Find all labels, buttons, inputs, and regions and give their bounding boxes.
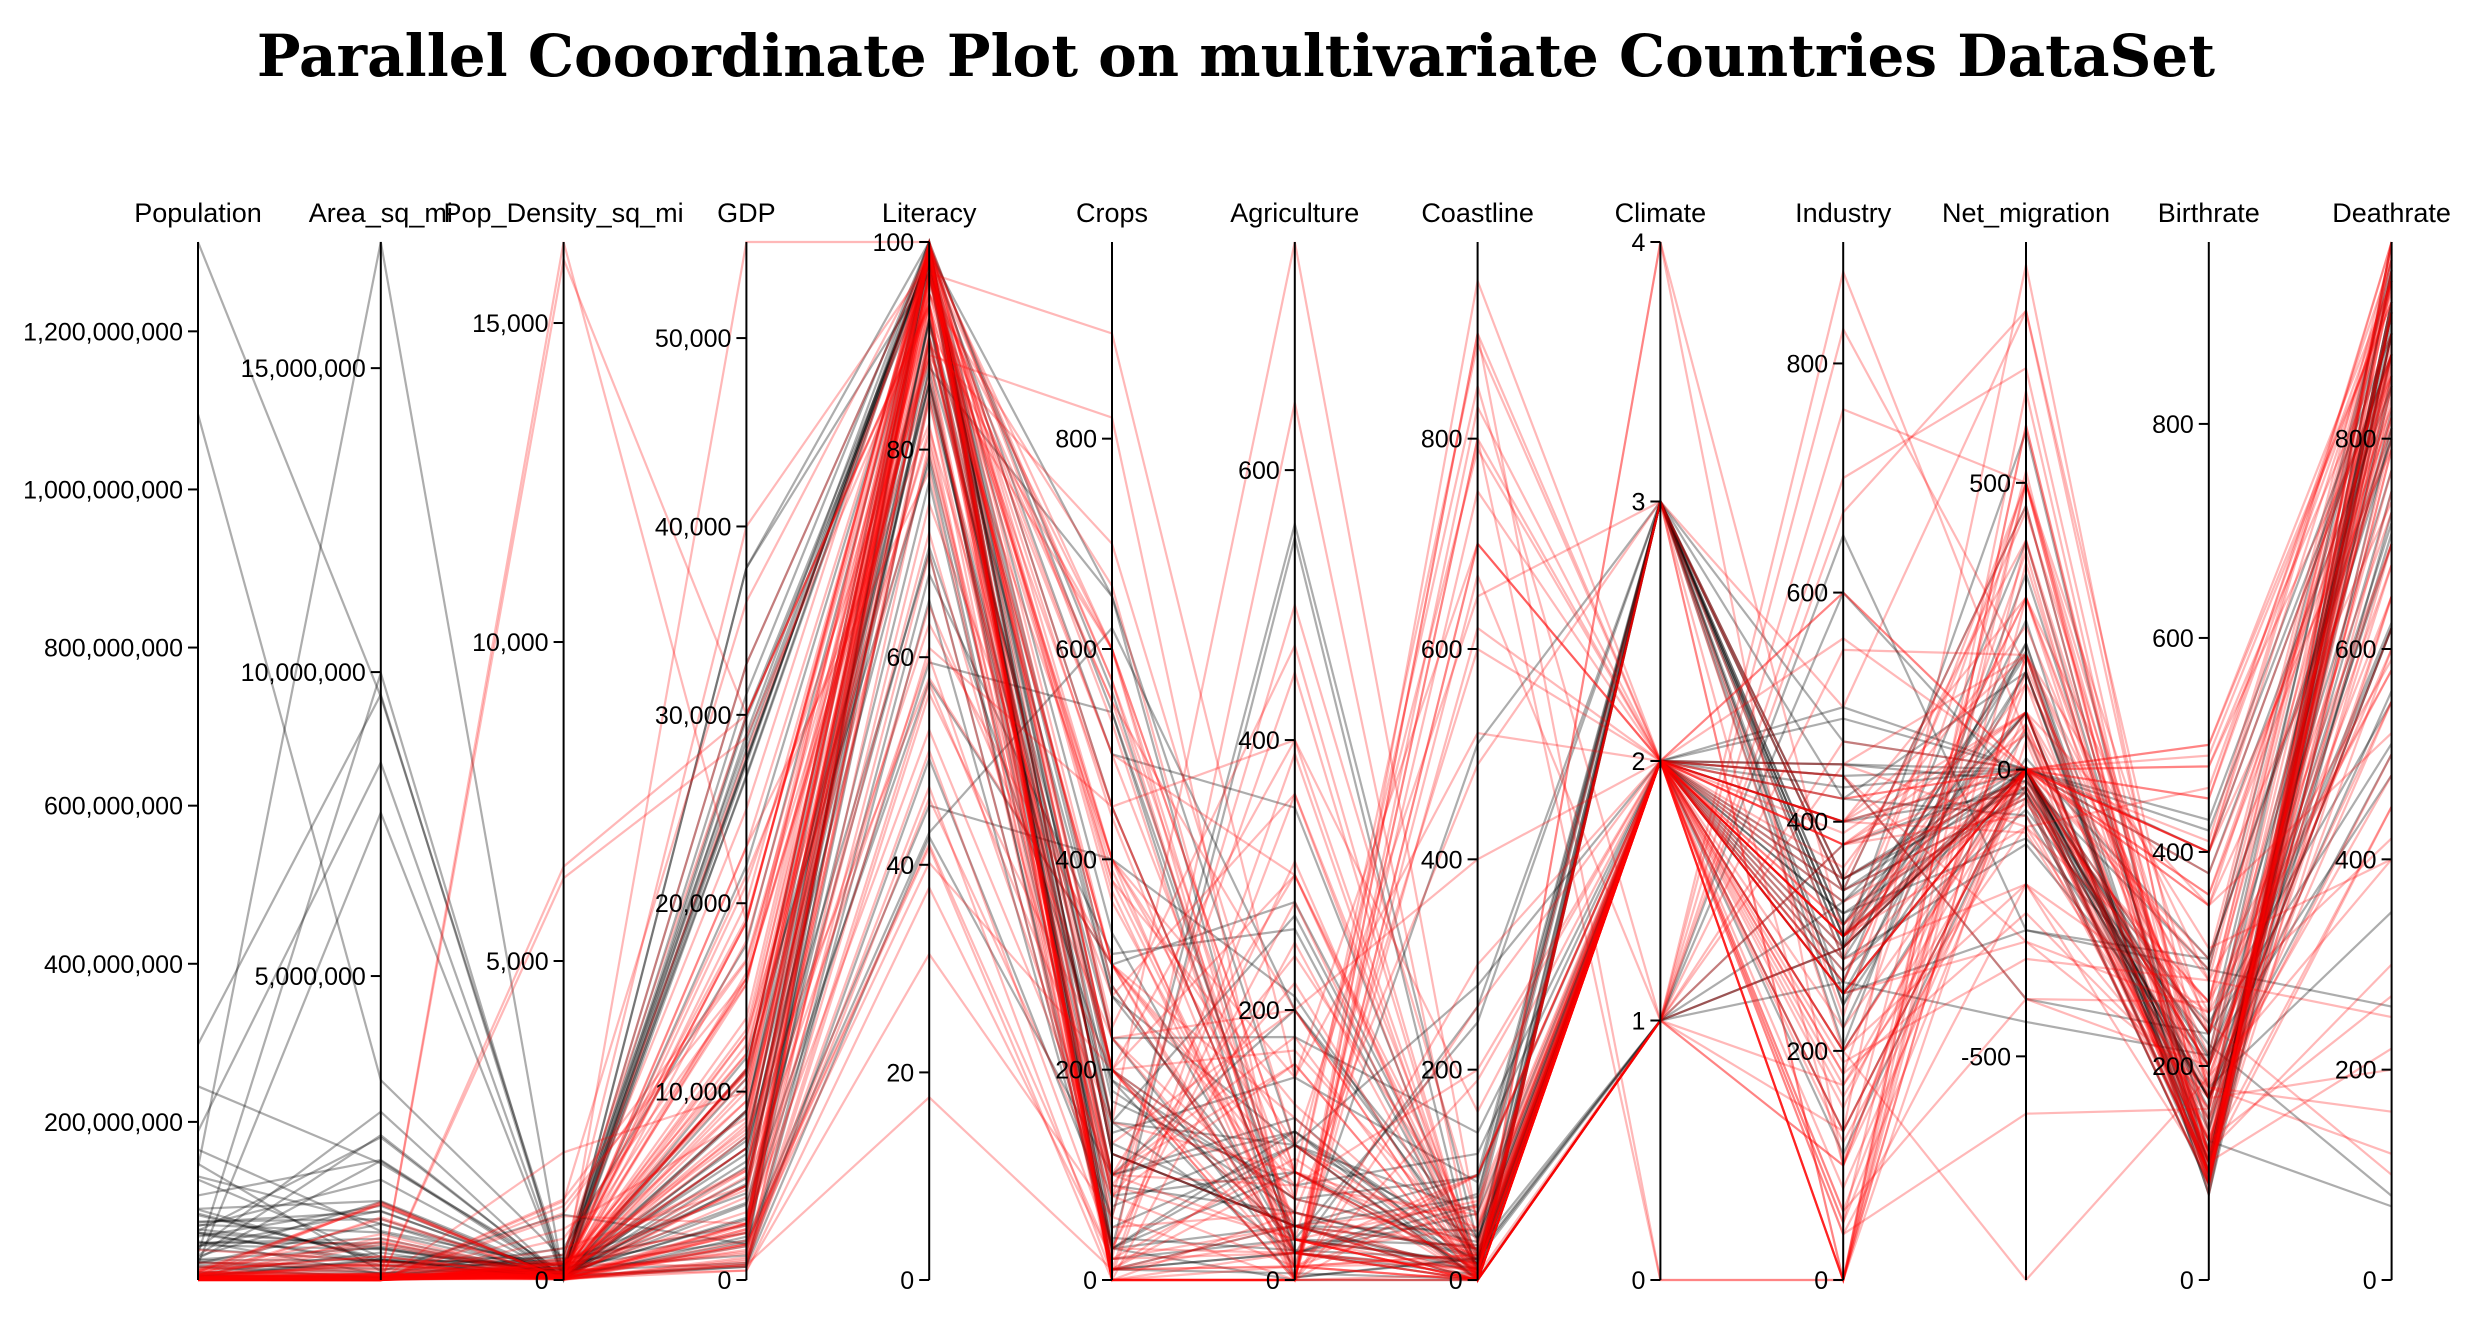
- tick-label: 3: [1631, 489, 1645, 517]
- tick-label: 800: [2152, 411, 2194, 439]
- tick-label: 0: [1083, 1267, 1097, 1295]
- tick-label: 0: [1814, 1267, 1828, 1295]
- axis-label: Coastline: [1421, 198, 1534, 228]
- tick-label: 5,000,000: [255, 963, 366, 991]
- axis-label: Area_sq_mi: [309, 198, 453, 228]
- tick-label: 15,000,000: [241, 355, 366, 383]
- tick-label: 400: [2152, 839, 2194, 867]
- tick-label: 0: [2363, 1267, 2377, 1295]
- axis-label: Net_migration: [1942, 198, 2110, 228]
- axis-industry: 0 200 400 600 800 Industry: [1786, 198, 1891, 1295]
- axis-popdens: 0 5,000 10,000 15,000 Pop_Density_sq_mi: [444, 198, 684, 1295]
- tick-label: 0: [717, 1267, 731, 1295]
- tick-label: -500: [1961, 1043, 2011, 1071]
- tick-label: 800,000,000: [44, 635, 183, 663]
- tick-label: 0: [1997, 757, 2011, 785]
- tick-label: 50,000: [655, 325, 731, 353]
- axis-label: Crops: [1076, 198, 1148, 228]
- tick-label: 800: [1786, 350, 1828, 378]
- axis-label: Literacy: [882, 198, 977, 228]
- tick-label: 0: [535, 1267, 549, 1295]
- axis-birthrate: 0 200 400 600 800 Birthrate: [2152, 198, 2260, 1295]
- tick-label: 80: [886, 437, 914, 465]
- axis-coastline: 0 200 400 600 800 Coastline: [1421, 198, 1534, 1295]
- axis-label: Birthrate: [2158, 198, 2260, 228]
- tick-label: 0: [2180, 1267, 2194, 1295]
- tick-label: 100: [872, 229, 914, 257]
- tick-label: 600: [2152, 625, 2194, 653]
- tick-label: 600: [2335, 636, 2377, 664]
- tick-label: 200: [2335, 1057, 2377, 1085]
- tick-label: 400: [1786, 809, 1828, 837]
- axis-label: Population: [134, 198, 262, 228]
- chart-title: Parallel Cooordinate Plot on multivariat…: [256, 22, 2216, 90]
- tick-label: 1,200,000,000: [23, 318, 183, 346]
- axis-population: 200,000,000 400,000,000 600,000,000 800,000…: [23, 198, 262, 1280]
- tick-label: 200: [1238, 997, 1280, 1025]
- tick-label: 400: [1238, 727, 1280, 755]
- tick-label: 800: [2335, 426, 2377, 454]
- axis-gdp: 0 10,000 20,000 30,000 40,000 50,000 GDP: [655, 198, 776, 1295]
- tick-label: 200: [1055, 1057, 1097, 1085]
- tick-label: 0: [1266, 1267, 1280, 1295]
- tick-label: 200: [1786, 1038, 1828, 1066]
- tick-label: 200: [2152, 1053, 2194, 1081]
- tick-label: 400: [1421, 846, 1463, 874]
- tick-label: 5,000: [486, 948, 549, 976]
- tick-label: 10,000: [472, 629, 548, 657]
- tick-label: 1: [1631, 1008, 1645, 1036]
- tick-label: 30,000: [655, 702, 731, 730]
- axis-crops: 0 200 400 600 800 Crops: [1055, 198, 1148, 1295]
- tick-label: 1,000,000,000: [23, 476, 183, 504]
- tick-label: 200,000,000: [44, 1109, 183, 1137]
- axis-agriculture: 0 200 400 600 Agriculture: [1230, 198, 1359, 1295]
- tick-label: 4: [1631, 229, 1645, 257]
- tick-label: 600: [1786, 580, 1828, 608]
- tick-label: 60: [886, 644, 914, 672]
- tick-label: 800: [1055, 426, 1097, 454]
- axes-layer: 200,000,000 400,000,000 600,000,000 800,000…: [23, 198, 2451, 1295]
- tick-label: 2: [1631, 748, 1645, 776]
- tick-label: 40: [886, 852, 914, 880]
- tick-label: 0: [1631, 1267, 1645, 1295]
- axis-label: Agriculture: [1230, 198, 1359, 228]
- tick-label: 400,000,000: [44, 951, 183, 979]
- tick-label: 20,000: [655, 890, 731, 918]
- axis-label: Climate: [1615, 198, 1707, 228]
- tick-label: 800: [1421, 426, 1463, 454]
- axis-label: Deathrate: [2332, 198, 2451, 228]
- tick-label: 500: [1969, 470, 2011, 498]
- axis-area: 5,000,000 10,000,000 15,000,000 Area_sq_mi: [241, 198, 453, 1280]
- axis-migration: -500 0 500 Net_migration: [1942, 198, 2110, 1280]
- tick-label: 200: [1421, 1057, 1463, 1085]
- tick-label: 400: [1055, 846, 1097, 874]
- axis-deathrate: 0 200 400 600 800 Deathrate: [2332, 198, 2451, 1295]
- tick-label: 10,000: [655, 1079, 731, 1107]
- tick-label: 600,000,000: [44, 793, 183, 821]
- tick-label: 20: [886, 1059, 914, 1087]
- axis-label: Industry: [1795, 198, 1892, 228]
- tick-label: 10,000,000: [241, 659, 366, 687]
- tick-label: 400: [2335, 846, 2377, 874]
- tick-label: 15,000: [472, 310, 548, 338]
- axis-label: GDP: [717, 198, 776, 228]
- axis-label: Pop_Density_sq_mi: [444, 198, 684, 228]
- tick-label: 600: [1421, 636, 1463, 664]
- tick-label: 40,000: [655, 513, 731, 541]
- tick-label: 600: [1238, 457, 1280, 485]
- tick-label: 0: [1449, 1267, 1463, 1295]
- tick-label: 600: [1055, 636, 1097, 664]
- tick-label: 0: [900, 1267, 914, 1295]
